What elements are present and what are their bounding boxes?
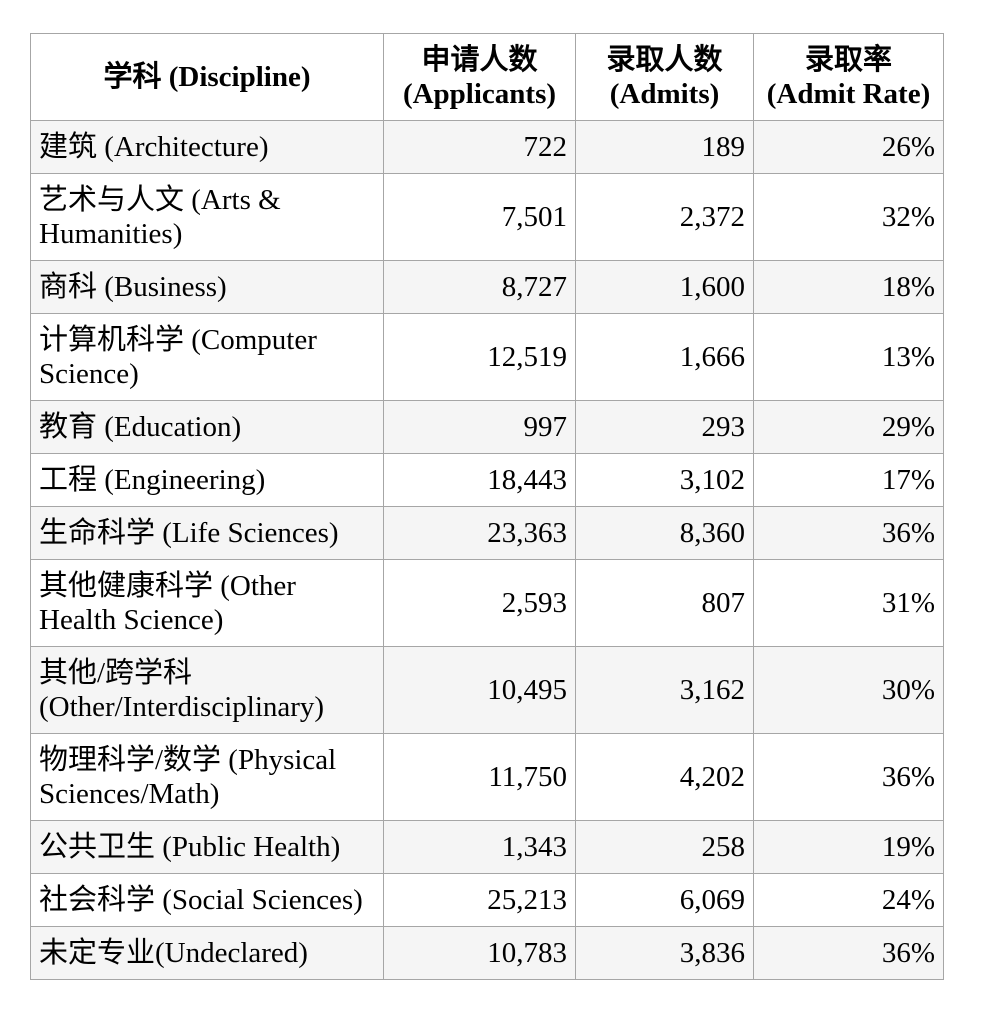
table-body: 建筑 (Architecture) 722 189 26% 艺术与人文 (Art…: [30, 120, 944, 980]
admits-cell: 6,069: [575, 873, 754, 927]
discipline-cell: 商科 (Business): [30, 260, 384, 314]
discipline-cell: 其他/跨学科 (Other/Interdisciplinary): [30, 646, 384, 734]
table-row: 未定专业(Undeclared) 10,783 3,836 36%: [30, 926, 944, 980]
table-header: 学科 (Discipline) 申请人数 (Applicants) 录取人数 (…: [30, 33, 944, 121]
admits-cell: 189: [575, 120, 754, 174]
admit-rate-cell: 19%: [753, 820, 944, 874]
admits-cell: 293: [575, 400, 754, 454]
discipline-cell: 物理科学/数学 (Physical Sciences/Math): [30, 733, 384, 821]
discipline-cell: 计算机科学 (Computer Science): [30, 313, 384, 401]
table-row: 公共卫生 (Public Health) 1,343 258 19%: [30, 820, 944, 874]
discipline-cell: 生命科学 (Life Sciences): [30, 506, 384, 560]
admits-cell: 1,666: [575, 313, 754, 401]
discipline-cell: 教育 (Education): [30, 400, 384, 454]
discipline-cell: 艺术与人文 (Arts & Humanities): [30, 173, 384, 261]
applicants-cell: 12,519: [383, 313, 576, 401]
header-admits: 录取人数 (Admits): [575, 33, 754, 121]
discipline-cell: 未定专业(Undeclared): [30, 926, 384, 980]
applicants-cell: 8,727: [383, 260, 576, 314]
table-row: 教育 (Education) 997 293 29%: [30, 400, 944, 454]
discipline-cell: 社会科学 (Social Sciences): [30, 873, 384, 927]
table-row: 社会科学 (Social Sciences) 25,213 6,069 24%: [30, 873, 944, 927]
admit-rate-cell: 13%: [753, 313, 944, 401]
admit-rate-cell: 36%: [753, 506, 944, 560]
header-admit-rate: 录取率 (Admit Rate): [753, 33, 944, 121]
admit-rate-cell: 36%: [753, 733, 944, 821]
table-row: 建筑 (Architecture) 722 189 26%: [30, 120, 944, 174]
admissions-table: 学科 (Discipline) 申请人数 (Applicants) 录取人数 (…: [30, 33, 944, 980]
applicants-cell: 11,750: [383, 733, 576, 821]
applicants-cell: 10,495: [383, 646, 576, 734]
admits-cell: 3,162: [575, 646, 754, 734]
admits-cell: 807: [575, 559, 754, 647]
applicants-cell: 23,363: [383, 506, 576, 560]
table-row: 艺术与人文 (Arts & Humanities) 7,501 2,372 32…: [30, 173, 944, 261]
table-row: 生命科学 (Life Sciences) 23,363 8,360 36%: [30, 506, 944, 560]
admit-rate-cell: 31%: [753, 559, 944, 647]
applicants-cell: 10,783: [383, 926, 576, 980]
admits-cell: 3,836: [575, 926, 754, 980]
admit-rate-cell: 26%: [753, 120, 944, 174]
applicants-cell: 722: [383, 120, 576, 174]
applicants-cell: 997: [383, 400, 576, 454]
admit-rate-cell: 18%: [753, 260, 944, 314]
admits-cell: 2,372: [575, 173, 754, 261]
discipline-cell: 其他健康科学 (Other Health Science): [30, 559, 384, 647]
header-row: 学科 (Discipline) 申请人数 (Applicants) 录取人数 (…: [30, 33, 944, 121]
admit-rate-cell: 17%: [753, 453, 944, 507]
table-row: 工程 (Engineering) 18,443 3,102 17%: [30, 453, 944, 507]
admits-cell: 3,102: [575, 453, 754, 507]
applicants-cell: 25,213: [383, 873, 576, 927]
admit-rate-cell: 29%: [753, 400, 944, 454]
admit-rate-cell: 32%: [753, 173, 944, 261]
admits-cell: 4,202: [575, 733, 754, 821]
admits-cell: 1,600: [575, 260, 754, 314]
admit-rate-cell: 36%: [753, 926, 944, 980]
admits-cell: 258: [575, 820, 754, 874]
admit-rate-cell: 24%: [753, 873, 944, 927]
table-row: 计算机科学 (Computer Science) 12,519 1,666 13…: [30, 313, 944, 401]
applicants-cell: 7,501: [383, 173, 576, 261]
admits-cell: 8,360: [575, 506, 754, 560]
applicants-cell: 2,593: [383, 559, 576, 647]
table-row: 其他/跨学科 (Other/Interdisciplinary) 10,495 …: [30, 646, 944, 734]
discipline-cell: 建筑 (Architecture): [30, 120, 384, 174]
applicants-cell: 18,443: [383, 453, 576, 507]
table-row: 物理科学/数学 (Physical Sciences/Math) 11,750 …: [30, 733, 944, 821]
header-applicants: 申请人数 (Applicants): [383, 33, 576, 121]
table-row: 其他健康科学 (Other Health Science) 2,593 807 …: [30, 559, 944, 647]
admit-rate-cell: 30%: [753, 646, 944, 734]
applicants-cell: 1,343: [383, 820, 576, 874]
header-discipline: 学科 (Discipline): [30, 33, 384, 121]
discipline-cell: 公共卫生 (Public Health): [30, 820, 384, 874]
table-row: 商科 (Business) 8,727 1,600 18%: [30, 260, 944, 314]
discipline-cell: 工程 (Engineering): [30, 453, 384, 507]
